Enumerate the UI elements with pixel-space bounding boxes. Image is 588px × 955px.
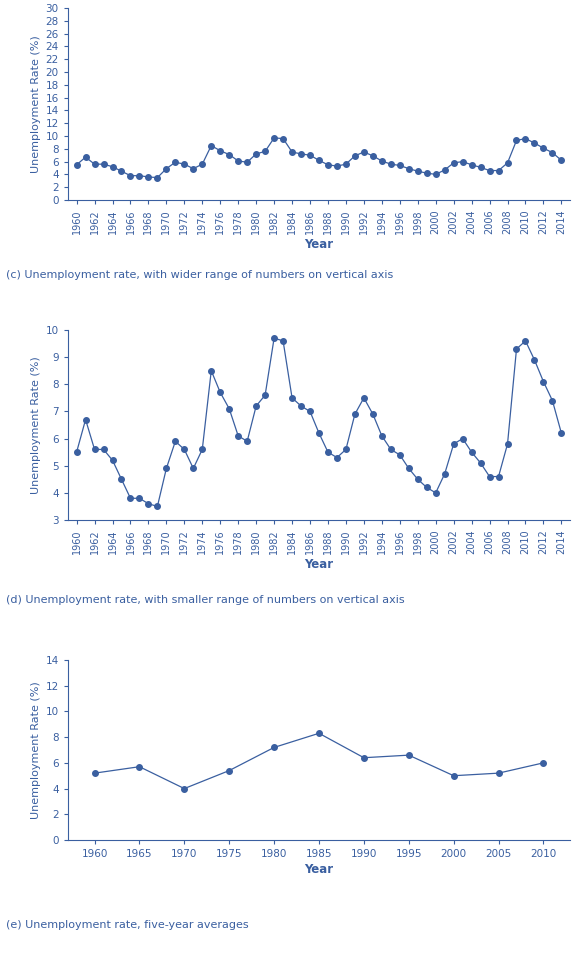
X-axis label: Year: Year	[305, 558, 333, 571]
Text: (c) Unemployment rate, with wider range of numbers on vertical axis: (c) Unemployment rate, with wider range …	[6, 270, 393, 280]
Text: (e) Unemployment rate, five-year averages: (e) Unemployment rate, five-year average…	[6, 920, 249, 930]
Y-axis label: Unemployment Rate (%): Unemployment Rate (%)	[31, 356, 41, 494]
Y-axis label: Unemployment Rate (%): Unemployment Rate (%)	[31, 681, 41, 818]
X-axis label: Year: Year	[305, 238, 333, 251]
Y-axis label: Unemployment Rate (%): Unemployment Rate (%)	[31, 35, 41, 173]
X-axis label: Year: Year	[305, 863, 333, 876]
Text: (d) Unemployment rate, with smaller range of numbers on vertical axis: (d) Unemployment rate, with smaller rang…	[6, 595, 405, 605]
